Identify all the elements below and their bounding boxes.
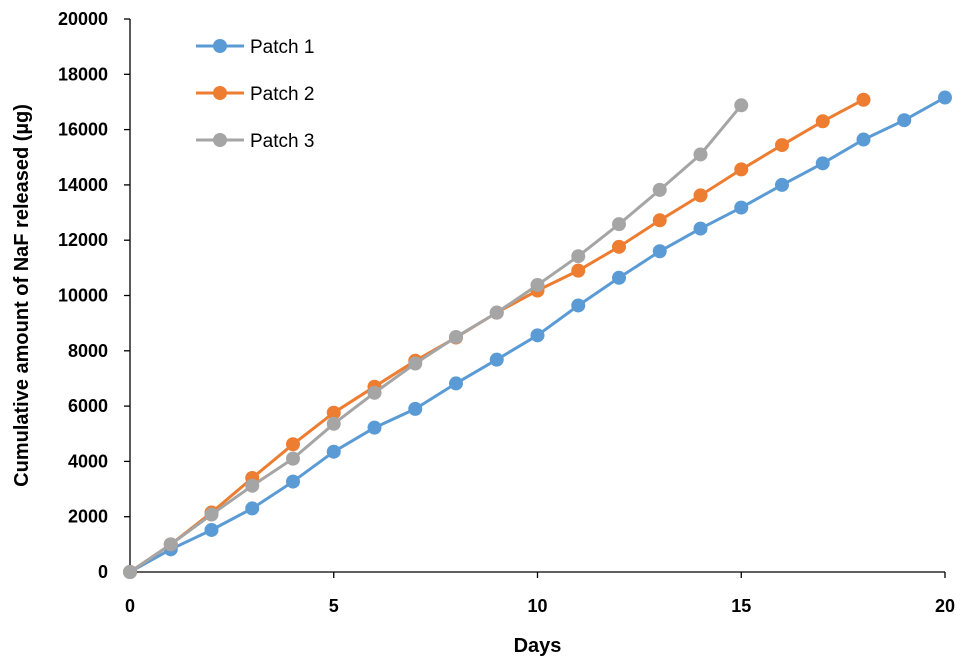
x-tick-label: 15 [731, 596, 751, 616]
data-point [326, 416, 341, 431]
series-2 [123, 92, 871, 579]
data-point [123, 565, 137, 579]
y-tick-label: 18000 [58, 64, 108, 84]
data-point [734, 162, 749, 177]
data-point [367, 385, 382, 400]
series-3 [123, 98, 749, 579]
data-point [856, 132, 871, 147]
axes [124, 18, 946, 578]
y-tick-label: 16000 [58, 120, 108, 140]
data-point [408, 401, 423, 416]
data-point [571, 298, 586, 313]
data-point [408, 356, 423, 371]
y-tick-label: 10000 [58, 286, 108, 306]
data-point [489, 305, 504, 320]
legend-marker [213, 86, 227, 100]
series-line [129, 98, 865, 574]
series-line [129, 104, 743, 574]
legend-label: Patch 3 [250, 131, 314, 152]
data-point [775, 177, 789, 192]
data-point [204, 522, 219, 537]
data-point [938, 90, 952, 105]
y-tick-label: 20000 [58, 9, 108, 29]
data-point [856, 92, 871, 107]
legend: Patch 1 Patch 2 Patch 3 [196, 37, 314, 152]
data-point [449, 376, 463, 391]
legend-item: Patch 3 [196, 131, 314, 152]
data-point [612, 217, 626, 232]
data-point [815, 114, 830, 129]
data-point [693, 147, 708, 162]
data-point [612, 239, 626, 254]
series-1 [123, 90, 952, 579]
x-tick-label: 5 [329, 596, 339, 616]
data-point [530, 328, 545, 343]
y-tick-label: 2000 [68, 507, 108, 527]
data-point [163, 537, 178, 552]
tick-labels: 0 2000 4000 6000 8000 10000 12000 14000 16000 180… [58, 9, 955, 616]
legend-marker [213, 133, 227, 147]
x-tick-label: 0 [125, 596, 135, 616]
series-layer [123, 90, 952, 579]
data-point [530, 277, 545, 292]
data-point [734, 98, 749, 113]
data-point [367, 420, 382, 435]
y-tick-label: 14000 [58, 175, 108, 195]
data-point [897, 113, 912, 128]
y-tick-label: 12000 [58, 230, 108, 250]
data-point [286, 437, 300, 452]
data-point [693, 188, 708, 203]
data-point [612, 270, 626, 285]
data-point [286, 474, 300, 489]
legend-item: Patch 2 [196, 84, 314, 105]
y-tick-label: 8000 [68, 341, 108, 361]
data-point [652, 182, 667, 197]
data-point [571, 263, 586, 278]
x-tick-label: 10 [527, 596, 547, 616]
legend-label: Patch 2 [250, 84, 314, 105]
data-point [245, 501, 260, 516]
data-point [652, 213, 667, 228]
y-tick-label: 6000 [68, 396, 108, 416]
data-point [734, 200, 749, 215]
data-point [652, 244, 667, 259]
data-point [326, 405, 341, 420]
data-point [245, 478, 260, 493]
data-point [693, 221, 708, 236]
data-point [489, 352, 504, 367]
y-tick-label: 4000 [68, 451, 108, 471]
y-axis-title: Cumulative amount of NaF released (µg) [11, 104, 33, 487]
data-point [449, 329, 463, 344]
data-point [286, 451, 300, 466]
x-tick-label: 20 [935, 596, 955, 616]
y-tick-label: 0 [98, 562, 108, 582]
legend-item: Patch 1 [196, 37, 314, 58]
legend-label: Patch 1 [250, 37, 314, 58]
x-axis-title: Days [514, 635, 562, 657]
data-point [571, 249, 586, 264]
data-point [326, 444, 341, 459]
data-point [815, 156, 830, 171]
legend-marker [213, 39, 227, 53]
data-point [204, 507, 219, 522]
data-point [775, 138, 789, 153]
